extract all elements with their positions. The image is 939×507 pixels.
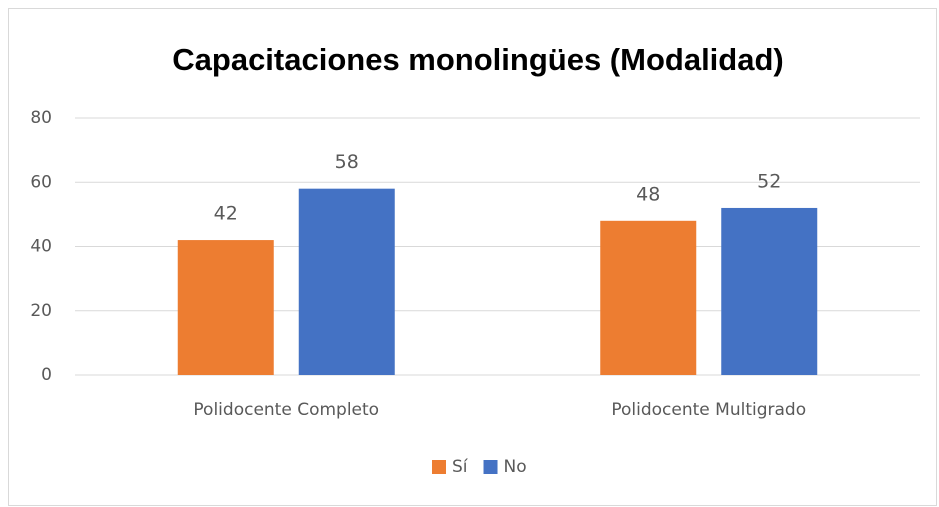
y-tick-label: 80 <box>30 108 52 128</box>
legend-swatch <box>432 460 446 474</box>
legend-label: Sí <box>452 457 469 477</box>
y-tick-label: 20 <box>30 301 52 321</box>
bar <box>298 188 395 375</box>
bar <box>600 220 697 375</box>
bar <box>721 207 818 375</box>
bar <box>177 240 274 375</box>
data-label: 58 <box>335 151 359 173</box>
x-tick-label: Polidocente Completo <box>193 400 379 420</box>
x-tick-label: Polidocente Multigrado <box>611 400 806 420</box>
chart-title: Capacitaciones monolingües (Modalidad) <box>172 42 783 77</box>
data-label: 48 <box>636 183 660 205</box>
data-label: 42 <box>214 203 238 225</box>
legend-swatch <box>483 460 498 474</box>
y-tick-label: 0 <box>41 365 52 385</box>
legend-label: No <box>504 457 527 477</box>
y-tick-label: 60 <box>30 172 52 192</box>
data-label: 52 <box>757 170 781 192</box>
y-tick-label: 40 <box>30 237 52 257</box>
